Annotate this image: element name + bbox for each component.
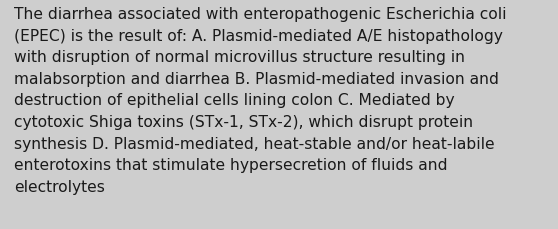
Text: The diarrhea associated with enteropathogenic Escherichia coli
(EPEC) is the res: The diarrhea associated with enteropatho… — [14, 7, 507, 194]
